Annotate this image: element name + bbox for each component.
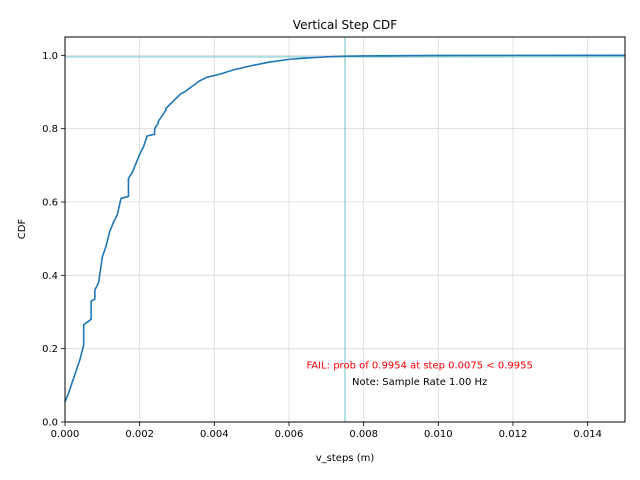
x-tick-label: 0.014	[573, 429, 602, 440]
x-tick-label: 0.004	[200, 429, 229, 440]
x-tick-label: 0.000	[51, 429, 80, 440]
cdf-series	[64, 54, 626, 403]
fail-annotation: FAIL: prob of 0.9954 at step 0.0075 < 0.…	[306, 361, 532, 372]
note-annotation: Note: Sample Rate 1.00 Hz	[352, 377, 487, 388]
y-tick-label: 0.2	[42, 344, 58, 355]
y-tick-label: 1.0	[42, 51, 58, 62]
annotations: FAIL: prob of 0.9954 at step 0.0075 < 0.…	[306, 361, 532, 389]
y-axis-label: CDF	[17, 219, 28, 240]
y-tick-label: 0.8	[42, 124, 58, 135]
x-tick-label: 0.008	[349, 429, 378, 440]
cdf-line	[64, 54, 626, 403]
chart-title: Vertical Step CDF	[293, 18, 397, 32]
x-tick-label: 0.002	[125, 429, 154, 440]
x-tick-label: 0.010	[424, 429, 453, 440]
plot-frame	[64, 36, 626, 423]
x-tick-label: 0.006	[275, 429, 304, 440]
x-axis-label: v_steps (m)	[316, 453, 375, 464]
x-tick-label: 0.012	[499, 429, 528, 440]
y-axis-ticks: 0.0 0.2 0.4 0.6 0.8 1.0	[42, 51, 65, 429]
y-tick-label: 0.0	[42, 418, 58, 429]
y-tick-label: 0.4	[42, 271, 58, 282]
x-axis-ticks: 0.000 0.002 0.004 0.006 0.008 0.010 0.012 0.014	[51, 422, 602, 440]
y-tick-label: 0.6	[42, 198, 58, 209]
